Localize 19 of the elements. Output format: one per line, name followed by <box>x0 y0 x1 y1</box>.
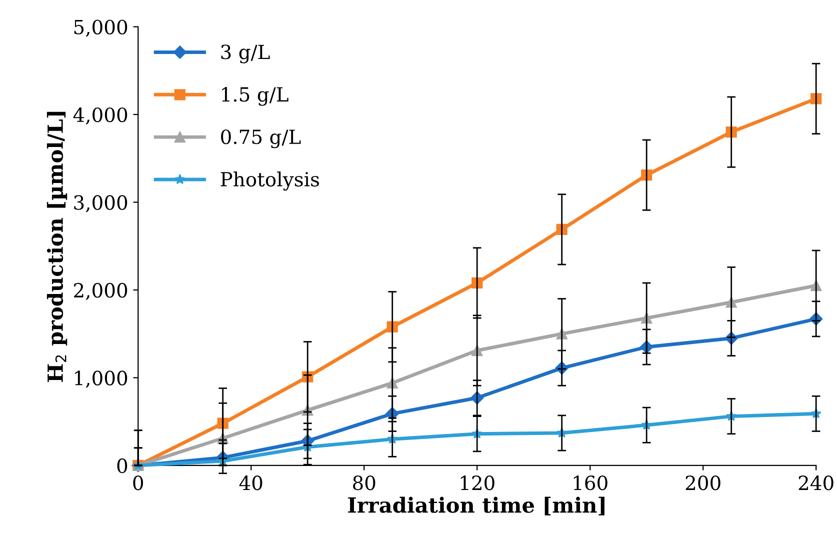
y-tick-label: 2,000 <box>74 282 128 300</box>
legend-label: 0.75 g/L <box>221 129 301 148</box>
x-axis-title: Irradiation time [min] <box>348 496 604 516</box>
legend-label: Photolysis <box>220 172 319 191</box>
legend-label: 3 g/L <box>221 44 270 64</box>
legend-label: 1.5 g/L <box>222 87 288 106</box>
x-tick-label: 200 <box>686 476 720 490</box>
x-tick-label: 0 <box>133 476 143 490</box>
x-tick-label: 80 <box>353 476 376 490</box>
x-tick-label: 240 <box>798 476 834 490</box>
y-tick-label: 0 <box>117 458 128 474</box>
y-tick-label: 1,000 <box>75 370 128 388</box>
y-tick-label: 4,000 <box>73 107 128 125</box>
x-tick-label: 120 <box>460 476 494 490</box>
y-tick-label: 3,000 <box>74 195 128 212</box>
y-axis-title: H$_{2}$ production [µmol/L] <box>46 112 68 382</box>
y-tick-label: 5,000 <box>74 20 128 37</box>
x-tick-label: 40 <box>239 476 262 490</box>
x-tick-label: 160 <box>574 476 608 490</box>
